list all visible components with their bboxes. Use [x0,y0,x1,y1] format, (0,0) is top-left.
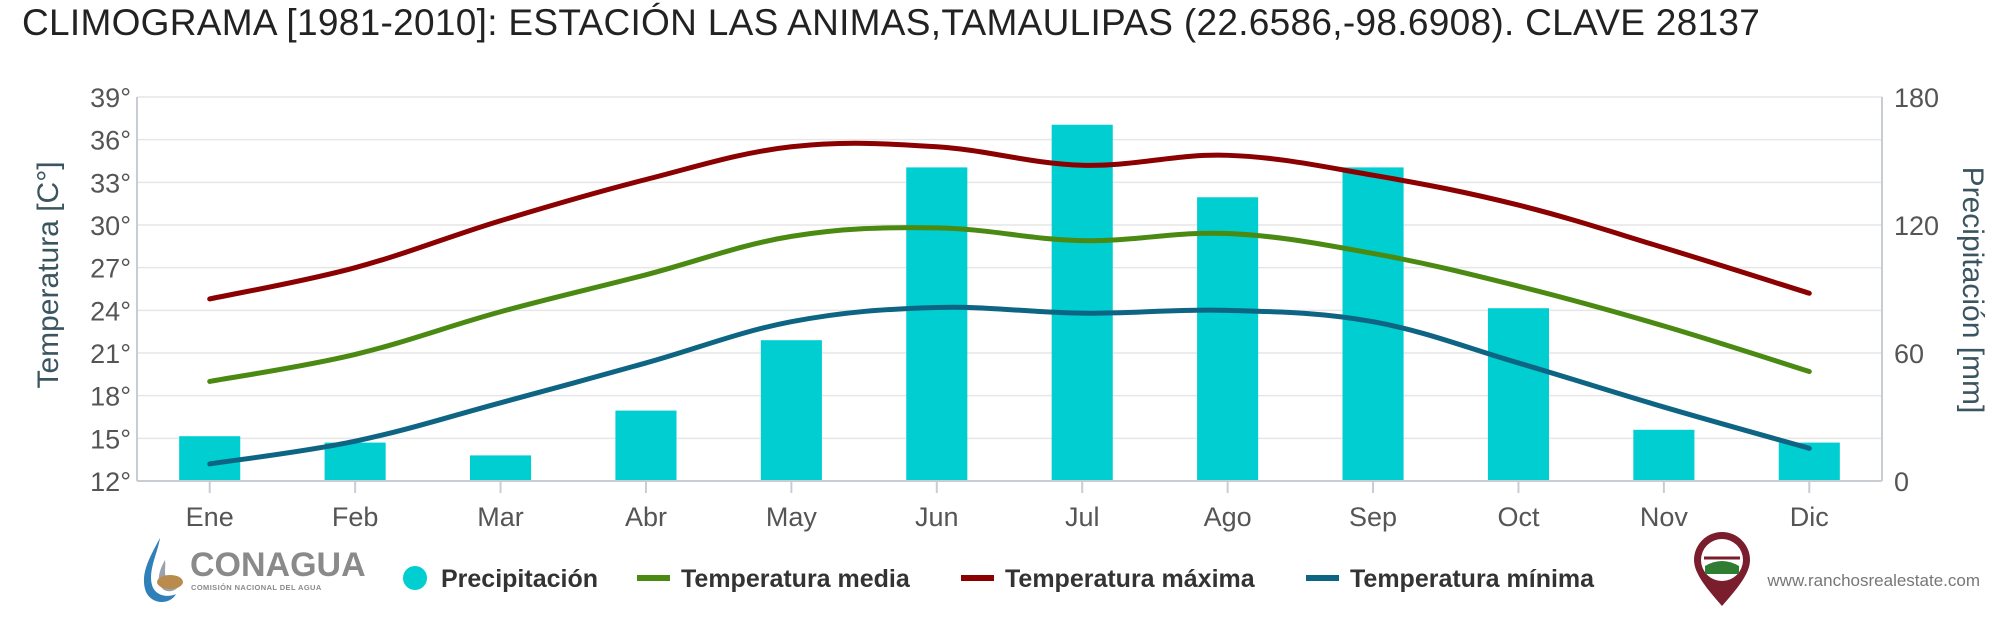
legend-max-label: Temperatura máxima [1005,565,1256,593]
right-axis-ticks: 0 60 120 180 [1894,83,1939,497]
precipitation-bar-mar [470,455,532,481]
conagua-logo: CONAGUA COMISIÓN NACIONAL DEL AGUA [143,538,366,603]
precipitation-bars [179,124,1840,481]
x-tick-label-ene: Ene [186,502,234,532]
precipitation-bar-may [760,340,822,481]
left-tick-label: 30° [90,211,131,241]
temperature-lines [207,140,1812,467]
precipitation-bar-nov [1633,429,1695,481]
x-tick-label-ago: Ago [1204,502,1252,532]
x-tick-label-abr: Abr [625,502,667,532]
precipitation-bar-oct [1487,308,1549,481]
series-line-maxima [207,140,1812,302]
right-tick-label: 60 [1894,339,1924,369]
left-tick-label: 21° [90,339,131,369]
left-tick-label: 18° [90,382,131,412]
precipitation-bar-jun [906,167,968,481]
right-tick-label: 120 [1894,211,1939,241]
precipitation-bar-feb [324,442,386,481]
left-tick-label: 15° [90,424,131,454]
conagua-subtitle: COMISIÓN NACIONAL DEL AGUA [191,583,322,592]
x-tick-label-oct: Oct [1497,502,1540,532]
chart-title: CLIMOGRAMA [1981-2010]: ESTACIÓN LAS ANI… [22,2,1761,43]
x-tick-label-sep: Sep [1349,502,1397,532]
right-tick-label: 0 [1894,467,1909,497]
left-tick-label: 39° [90,83,131,113]
conagua-name: CONAGUA [190,546,366,584]
x-tick-label-may: May [766,502,818,532]
left-tick-label: 33° [90,168,131,198]
left-tick-label: 24° [90,296,131,326]
left-axis-ticks: 12° 15° 18° 21° 24° 27° 30° 33° 36° 39° [90,83,131,497]
ranchos-logo [1694,532,1750,606]
x-tick-label-nov: Nov [1640,502,1689,532]
right-tick-label: 180 [1894,83,1939,113]
website-url: www.ranchosrealestate.com [1766,571,1980,590]
x-tick-label-dic: Dic [1790,502,1829,532]
series-line-minima [207,304,1812,467]
left-tick-label: 27° [90,254,131,284]
legend-precipitation-label: Precipitación [441,565,598,593]
x-axis-ticks: Ene Feb Mar Abr May Jun Jul Ago Sep Oct Nov Dic [186,502,1829,532]
legend-precipitation-swatch [403,566,427,590]
conagua-drop-icon [143,538,176,603]
precipitation-bar-abr [615,410,677,481]
x-tick-label-mar: Mar [477,502,524,532]
axes [136,97,1883,493]
legend-mean-label: Temperatura media [681,565,911,593]
x-tick-label-jul: Jul [1065,502,1100,532]
right-axis-title: Precipitación [mm] [1956,167,1989,414]
series-line-media [207,225,1812,384]
precipitation-bar-ago [1197,197,1259,481]
chart-legend: Precipitación Temperatura media Temperat… [403,565,1595,593]
left-tick-label: 36° [90,126,131,156]
precipitation-bar-jul [1051,124,1113,481]
x-tick-label-feb: Feb [332,502,379,532]
left-axis-title: Temperatura [C°] [32,161,65,388]
x-tick-label-jun: Jun [915,502,959,532]
legend-min-label: Temperatura mínima [1350,565,1595,593]
left-tick-label: 12° [90,467,131,497]
